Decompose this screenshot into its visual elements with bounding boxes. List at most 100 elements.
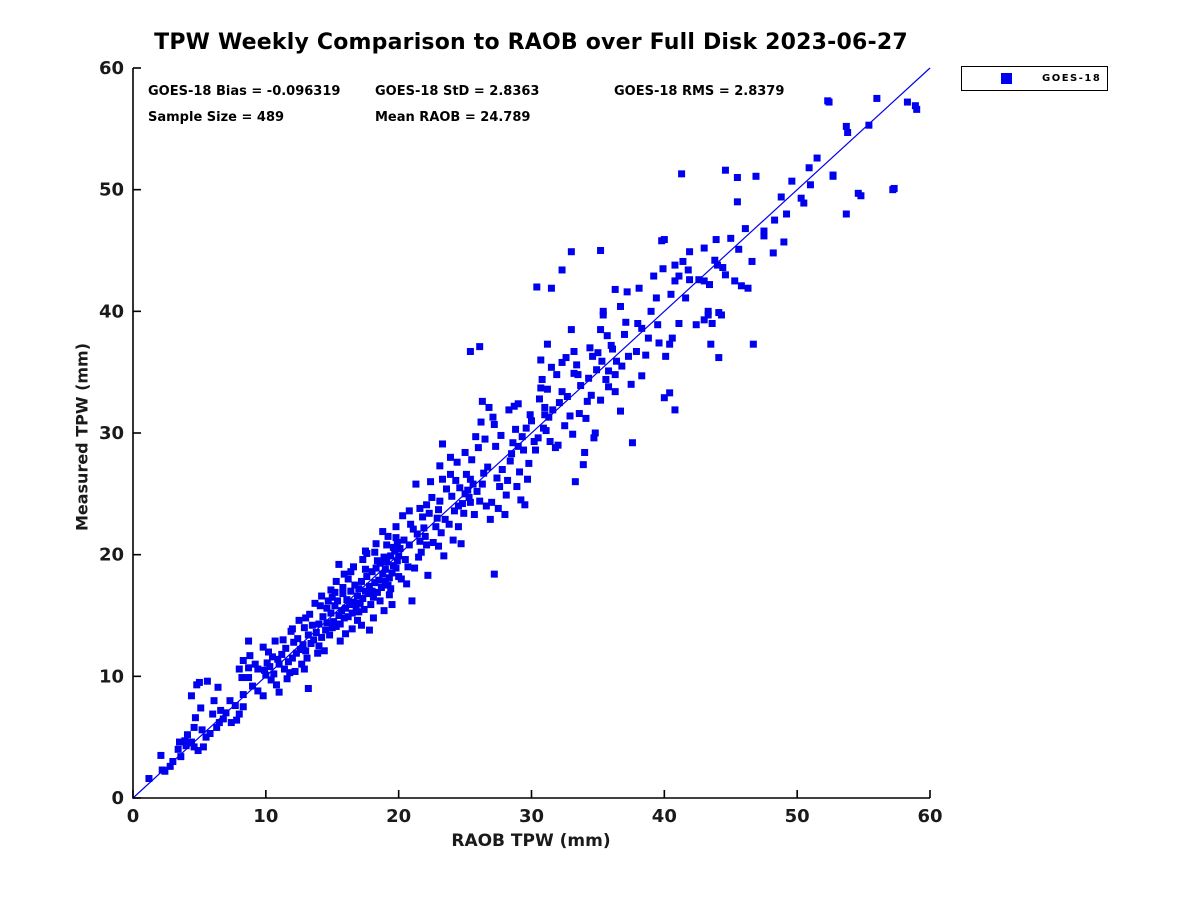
scatter-point bbox=[616, 302, 624, 310]
scatter-point bbox=[392, 564, 400, 572]
x-tick-label: 20 bbox=[386, 806, 411, 827]
scatter-point bbox=[387, 585, 395, 593]
scatter-point bbox=[454, 523, 462, 531]
scatter-point bbox=[217, 706, 225, 714]
scatter-point bbox=[361, 547, 369, 555]
scatter-point bbox=[439, 440, 447, 448]
scatter-point bbox=[613, 357, 621, 365]
scatter-point bbox=[707, 340, 715, 348]
scatter-point bbox=[235, 665, 243, 673]
y-tick-label: 10 bbox=[99, 666, 124, 687]
scatter-point bbox=[727, 234, 735, 242]
scatter-point bbox=[436, 462, 444, 470]
scatter-point bbox=[518, 433, 526, 441]
scatter-point bbox=[365, 582, 373, 590]
scatter-point bbox=[259, 643, 267, 651]
legend-box: GOES-18 bbox=[961, 66, 1108, 91]
scatter-point bbox=[239, 703, 247, 711]
scatter-point bbox=[598, 357, 606, 365]
scatter-point bbox=[174, 745, 182, 753]
scatter-point bbox=[427, 478, 435, 486]
scatter-point bbox=[320, 647, 328, 655]
scatter-point bbox=[401, 556, 409, 564]
scatter-point bbox=[413, 530, 421, 538]
scatter-point bbox=[298, 660, 306, 668]
scatter-point bbox=[307, 639, 315, 647]
scatter-point bbox=[602, 375, 610, 383]
scatter-point bbox=[583, 397, 591, 405]
scatter-point bbox=[449, 536, 457, 544]
scatter-point bbox=[545, 413, 553, 421]
scatter-point bbox=[383, 558, 391, 566]
scatter-point bbox=[579, 461, 587, 469]
scatter-point bbox=[570, 369, 578, 377]
scatter-point bbox=[322, 626, 330, 634]
scatter-point bbox=[652, 294, 660, 302]
scatter-point bbox=[363, 573, 371, 581]
scatter-point bbox=[478, 397, 486, 405]
scatter-point bbox=[300, 624, 308, 632]
scatter-point bbox=[488, 498, 496, 506]
scatter-point bbox=[288, 625, 296, 633]
scatter-point bbox=[525, 459, 533, 467]
scatter-point bbox=[331, 602, 339, 610]
scatter-point bbox=[715, 309, 723, 317]
scatter-point bbox=[857, 192, 865, 200]
scatter-point bbox=[388, 569, 396, 577]
scatter-point bbox=[682, 294, 690, 302]
scatter-point bbox=[472, 433, 480, 441]
scatter-point bbox=[700, 277, 708, 285]
scatter-point bbox=[340, 614, 348, 622]
scatter-point bbox=[903, 98, 911, 106]
scatter-point bbox=[284, 658, 292, 666]
scatter-point bbox=[829, 172, 837, 180]
scatter-point bbox=[654, 321, 662, 329]
scatter-point bbox=[611, 371, 619, 379]
scatter-point bbox=[270, 670, 278, 678]
scatter-point bbox=[585, 374, 593, 382]
scatter-point bbox=[299, 641, 307, 649]
scatter-point bbox=[635, 284, 643, 292]
scatter-point bbox=[783, 210, 791, 218]
scatter-point bbox=[380, 607, 388, 615]
scatter-point bbox=[233, 716, 241, 724]
scatter-point bbox=[458, 500, 466, 508]
scatter-point bbox=[671, 277, 679, 285]
scatter-point bbox=[327, 609, 335, 617]
scatter-point bbox=[314, 649, 322, 657]
scatter-point bbox=[469, 480, 477, 488]
scatter-point bbox=[385, 574, 393, 582]
scatter-point bbox=[266, 663, 274, 671]
scatter-point bbox=[286, 669, 294, 677]
scatter-point bbox=[603, 332, 611, 340]
scatter-point bbox=[381, 565, 389, 573]
scatter-point bbox=[356, 599, 364, 607]
scatter-point bbox=[461, 490, 469, 498]
scatter-point bbox=[400, 536, 408, 544]
scatter-point bbox=[226, 697, 234, 705]
scatter-point bbox=[291, 667, 299, 675]
scatter-point bbox=[433, 514, 441, 522]
scatter-point bbox=[328, 593, 336, 601]
scatter-point bbox=[436, 497, 444, 505]
scatter-point bbox=[421, 532, 429, 540]
scatter-point bbox=[533, 283, 541, 291]
scatter-point bbox=[190, 723, 198, 731]
scatter-point bbox=[435, 506, 443, 514]
scatter-point bbox=[392, 534, 400, 542]
scatter-point bbox=[695, 276, 703, 284]
scatter-point bbox=[590, 434, 598, 442]
scatter-point bbox=[671, 261, 679, 269]
scatter-point bbox=[474, 444, 482, 452]
scatter-point bbox=[632, 347, 640, 355]
scatter-point bbox=[342, 630, 350, 638]
scatter-point bbox=[359, 594, 367, 602]
scatter-point bbox=[865, 121, 873, 129]
scatter-point bbox=[704, 307, 712, 315]
scatter-point bbox=[318, 633, 326, 641]
scatter-point bbox=[873, 94, 881, 102]
scatter-point bbox=[262, 671, 270, 679]
scatter-point bbox=[660, 394, 668, 402]
scatter-point bbox=[245, 674, 253, 682]
scatter-point bbox=[199, 743, 207, 751]
